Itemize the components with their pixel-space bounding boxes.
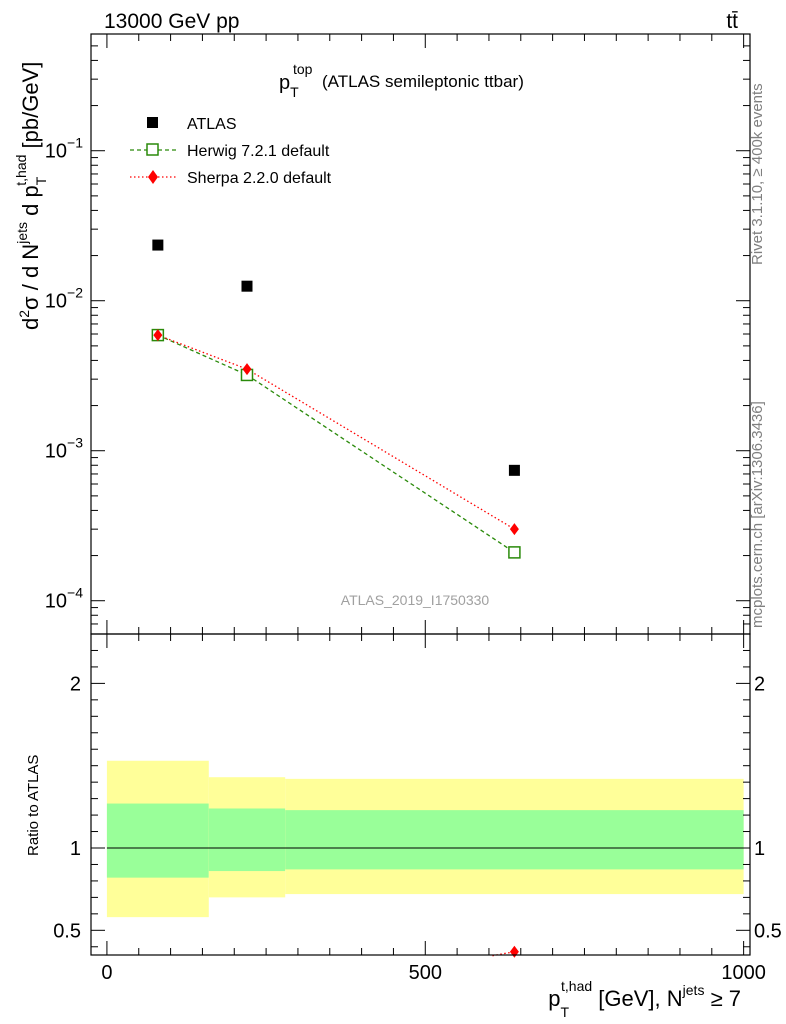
y-tick-label: 10−2 [45,285,83,313]
y-tick-label-exp: −4 [67,585,83,601]
y-tick-label: 10−3 [45,435,83,463]
y-tick-label-exp: −2 [67,285,83,301]
ratio-band-green [106,803,209,878]
series-line-2 [157,334,515,530]
x-tick-label: 500 [409,962,442,984]
ratio-y-tick-label-right: 0.5 [754,920,782,942]
analysis-watermark: ATLAS_2019_I1750330 [341,592,490,608]
svg-text:d2σ / d Njets d pTt,had [pb/Ge: d2σ / d Njets d pTt,had [pb/GeV] [13,62,49,330]
legend-atlas-label: ATLAS [187,116,237,133]
title-sub: T [290,84,299,100]
y-tick-label-base: 10 [45,291,67,313]
xlabel-T: T [560,1004,569,1020]
y-tick-label: 10−4 [45,585,83,613]
ylabel-unit: [pb/GeV] [18,62,43,155]
y-tick-label-base: 10 [45,591,67,613]
mcplots-label: mcplots.cern.ch [arXiv:1306.3436] [749,401,766,628]
energy-label: 13000 GeV pp [104,10,239,33]
ratio-ylabel: Ratio to ATLAS [25,755,42,856]
ylabel-dp: d p [18,185,43,222]
y-tick-label: 10−1 [45,135,83,163]
legend-herwig-label: Herwig 7.2.1 default [187,143,330,160]
ratio-y-tick-label-right: 2 [754,673,765,695]
y-tick-label-base: 10 [45,141,67,163]
legend-atlas-marker [147,117,158,128]
y-tick-label-exp: −3 [67,435,83,451]
ratio-band-green [208,808,286,872]
panel-frames [90,33,751,956]
xlabel-thad: t,had [561,978,592,994]
ylabel-T: T [33,176,49,185]
legend-sherpa-marker [148,170,158,184]
xlabel-jets: jets [682,982,705,998]
atlas-point [241,280,253,292]
ratio-y-tick-label: 1 [70,838,81,860]
legend-sherpa-label: Sherpa 2.2.0 default [187,170,332,187]
ratio-panel-frame [90,633,751,956]
ylabel-2: 2 [16,310,32,318]
title-main: p [279,72,290,94]
chart-title: pT [279,72,299,100]
legend-herwig-marker [146,143,159,156]
ratio-band-green [285,810,744,870]
ratio-y-tick-label: 2 [70,673,81,695]
sherpa-point [509,523,519,536]
xlabel-p: p [548,986,560,1011]
ylabel-d: d [18,318,43,330]
xlabel: pTt,had [GeV], Njets ≥ 7 [548,978,741,1020]
rivet-label: Rivet 3.1.10, ≥ 400k events [749,83,766,265]
atlas-point [152,239,164,251]
ylabel-thad: t,had [13,155,29,186]
atlas-point [508,464,520,476]
x-tick-label: 1000 [721,962,766,984]
process-label: tt̄ [726,10,738,33]
ratio-sherpa-point [509,945,519,958]
ratio-y-tick-label-right: 1 [754,838,765,860]
series-line-1 [157,334,515,553]
xlabel-tail: ≥ 7 [704,986,741,1011]
y-tick-label-base: 10 [45,441,67,463]
title-sup: top [293,61,313,77]
main-ylabel: d2σ / d Njets d pTt,had [pb/GeV] [13,62,49,330]
sherpa-point [242,363,252,376]
series-markers [151,239,521,958]
series-lines [157,334,515,957]
x-tick-label: 0 [101,962,112,984]
ratio-y-tick-label: 0.5 [53,920,81,942]
xlabel-unit: [GeV], N [592,986,682,1011]
legend: ATLAS Herwig 7.2.1 default Sherpa 2.2.0 … [130,116,332,187]
sherpa-point [153,329,163,342]
herwig-point [508,546,521,559]
ratio-bands [106,760,744,918]
title-rest: (ATLAS semileptonic ttbar) [322,72,524,91]
y-tick-label-exp: −1 [67,135,83,151]
ylabel-sigma: σ / d N [18,244,43,310]
ylabel-jets: jets [14,222,30,245]
